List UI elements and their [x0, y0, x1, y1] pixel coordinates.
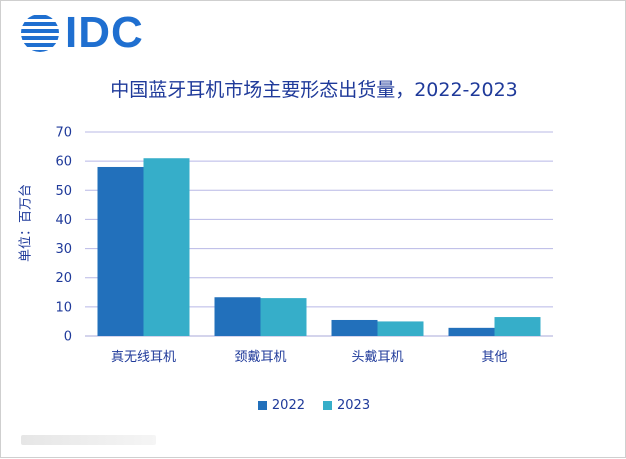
legend-item-2023: 2023: [323, 398, 370, 413]
y-tick-label: 60: [55, 155, 72, 170]
y-tick-label: 70: [55, 126, 72, 141]
x-tick-label: 颈戴耳机: [234, 350, 286, 365]
y-tick-label: 20: [55, 271, 72, 286]
y-tick-label: 40: [55, 213, 72, 228]
legend-label-2022: 2022: [271, 398, 305, 413]
bar-2023: [143, 158, 190, 336]
legend-item-2022: 2022: [257, 398, 305, 413]
legend-swatch-2022: [257, 401, 267, 410]
bar-2022: [331, 319, 378, 336]
bar-2023: [260, 298, 307, 336]
legend-swatch-2023: [323, 401, 332, 410]
bar-2022: [97, 166, 144, 336]
y-tick-label: 30: [55, 242, 72, 257]
y-tick-label: 50: [55, 184, 72, 199]
idc-logo: IDC: [19, 11, 144, 55]
x-tick-label: 真无线耳机: [111, 350, 176, 365]
globe-icon: [21, 15, 59, 52]
legend-label-2023: 2023: [337, 398, 371, 413]
y-tick-label: 0: [64, 330, 72, 345]
y-tick-label: 10: [55, 300, 72, 315]
bar-2023: [377, 321, 424, 336]
bar-2023: [494, 317, 541, 336]
legend: 2022 2023: [1, 398, 626, 413]
bar-2022: [448, 327, 495, 336]
x-tick-label: 头戴耳机: [351, 350, 403, 365]
chart-title: 中国蓝牙耳机市场主要形态出货量，2022-2023: [110, 79, 518, 101]
watermark: [21, 435, 156, 445]
logo-text: IDC: [65, 8, 144, 57]
bar-2022: [214, 297, 261, 336]
x-tick-label: 其他: [481, 350, 507, 365]
